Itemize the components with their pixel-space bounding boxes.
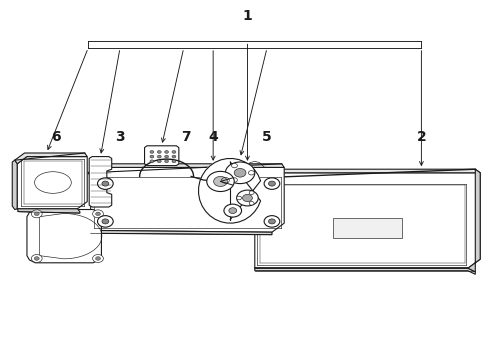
Circle shape — [264, 216, 280, 227]
Polygon shape — [17, 157, 87, 209]
Text: 2: 2 — [416, 130, 426, 144]
Polygon shape — [15, 153, 87, 164]
Circle shape — [93, 255, 103, 262]
Text: 6: 6 — [51, 130, 61, 144]
Circle shape — [237, 196, 242, 200]
Polygon shape — [91, 230, 272, 235]
Polygon shape — [255, 173, 480, 268]
Circle shape — [102, 181, 109, 186]
Circle shape — [232, 163, 237, 168]
Circle shape — [234, 168, 246, 177]
Circle shape — [102, 219, 109, 224]
Circle shape — [157, 150, 161, 153]
Circle shape — [269, 181, 275, 186]
Circle shape — [165, 150, 169, 153]
Polygon shape — [198, 158, 261, 223]
Circle shape — [150, 155, 154, 158]
Circle shape — [165, 155, 169, 158]
Polygon shape — [27, 210, 101, 263]
Polygon shape — [88, 164, 284, 176]
Text: 4: 4 — [208, 130, 218, 144]
Polygon shape — [468, 169, 480, 272]
Circle shape — [31, 210, 42, 218]
Polygon shape — [255, 268, 475, 274]
Circle shape — [172, 160, 176, 163]
Circle shape — [157, 160, 161, 163]
Polygon shape — [89, 157, 112, 207]
Circle shape — [172, 155, 176, 158]
Circle shape — [34, 212, 39, 216]
Polygon shape — [145, 146, 179, 166]
Circle shape — [157, 155, 161, 158]
Circle shape — [249, 202, 254, 205]
Polygon shape — [17, 209, 80, 213]
Polygon shape — [12, 160, 17, 210]
Polygon shape — [250, 169, 480, 182]
Text: 7: 7 — [181, 130, 191, 144]
Circle shape — [150, 150, 154, 153]
Bar — [333, 218, 402, 238]
Text: 5: 5 — [262, 130, 272, 144]
Circle shape — [248, 171, 254, 175]
Circle shape — [269, 219, 275, 224]
Circle shape — [224, 204, 242, 217]
Circle shape — [98, 178, 113, 189]
Circle shape — [172, 150, 176, 153]
Circle shape — [150, 160, 154, 163]
Circle shape — [225, 162, 255, 184]
Circle shape — [31, 255, 42, 262]
Circle shape — [229, 208, 237, 213]
Text: 3: 3 — [115, 130, 125, 144]
Polygon shape — [91, 167, 284, 232]
Text: 1: 1 — [243, 9, 252, 23]
Circle shape — [96, 257, 100, 260]
Circle shape — [34, 257, 39, 260]
Circle shape — [98, 216, 113, 227]
Circle shape — [96, 212, 100, 216]
Circle shape — [243, 194, 252, 202]
Circle shape — [214, 176, 227, 186]
Circle shape — [237, 190, 258, 206]
Circle shape — [249, 191, 254, 194]
Circle shape — [207, 171, 234, 192]
Circle shape — [93, 210, 103, 218]
Circle shape — [264, 178, 280, 189]
Circle shape — [232, 178, 237, 182]
Circle shape — [165, 160, 169, 163]
